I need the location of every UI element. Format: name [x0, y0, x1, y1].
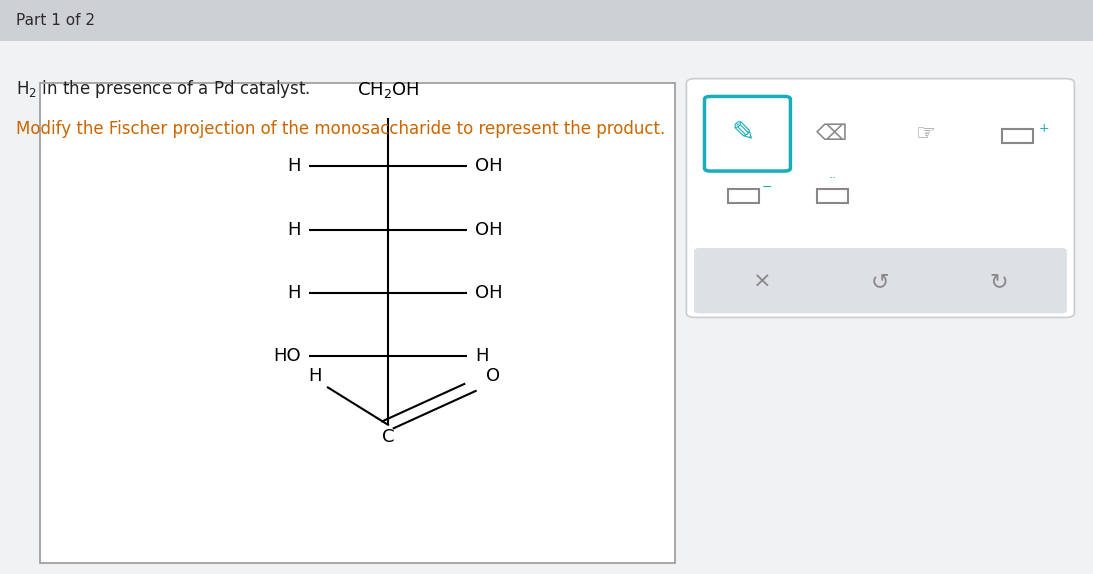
Text: ☞: ☞ — [915, 124, 935, 144]
Text: H$_2$ in the presence of a Pd catalyst.: H$_2$ in the presence of a Pd catalyst. — [16, 78, 310, 100]
Text: OH: OH — [475, 220, 503, 239]
FancyBboxPatch shape — [705, 96, 790, 171]
Text: ×: × — [752, 272, 772, 292]
Text: +: + — [1038, 122, 1049, 135]
Text: Modify the Fischer projection of the monosaccharide to represent the product.: Modify the Fischer projection of the mon… — [16, 120, 666, 138]
Text: HO: HO — [273, 347, 301, 365]
Text: −: − — [762, 181, 773, 195]
Text: H: H — [287, 220, 301, 239]
Text: H: H — [475, 347, 489, 365]
Bar — [728, 189, 759, 203]
Bar — [40, 83, 675, 563]
Bar — [816, 189, 847, 203]
Text: OH: OH — [475, 284, 503, 302]
Text: ↺: ↺ — [871, 272, 890, 292]
Text: H: H — [308, 367, 321, 385]
Text: Part 1 of 2: Part 1 of 2 — [16, 13, 95, 28]
Text: ✎: ✎ — [731, 120, 755, 148]
Text: ↻: ↻ — [989, 272, 1009, 292]
Text: ⌫: ⌫ — [816, 124, 848, 144]
Text: OH: OH — [475, 157, 503, 176]
FancyBboxPatch shape — [694, 248, 1067, 313]
FancyBboxPatch shape — [686, 79, 1074, 317]
Text: O: O — [486, 367, 501, 385]
Text: H: H — [287, 284, 301, 302]
Text: C: C — [381, 428, 395, 445]
Text: ··: ·· — [828, 172, 836, 185]
Text: CH$_2$OH: CH$_2$OH — [356, 80, 420, 100]
Bar — [0, 0, 1093, 41]
Bar — [1002, 129, 1033, 144]
Text: H: H — [287, 157, 301, 176]
